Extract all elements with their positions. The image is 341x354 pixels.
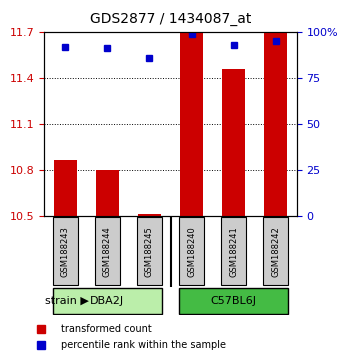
FancyBboxPatch shape [95,217,120,285]
Text: DBA2J: DBA2J [90,296,124,306]
Bar [222,69,245,216]
Text: percentile rank within the sample: percentile rank within the sample [61,340,226,350]
Text: C57BL6J: C57BL6J [211,296,256,306]
FancyBboxPatch shape [53,217,78,285]
FancyBboxPatch shape [221,217,246,285]
FancyBboxPatch shape [263,217,288,285]
Text: GSM188245: GSM188245 [145,227,154,277]
Text: GSM188240: GSM188240 [187,227,196,277]
FancyBboxPatch shape [179,288,288,314]
Text: GSM188242: GSM188242 [271,227,280,277]
Text: GSM188243: GSM188243 [61,227,70,278]
FancyBboxPatch shape [53,288,162,314]
Bar [180,32,203,216]
Text: strain ▶: strain ▶ [45,296,89,306]
Bar [264,32,287,216]
Bar [138,214,161,216]
Text: GSM188241: GSM188241 [229,227,238,277]
Bar [96,170,119,216]
FancyBboxPatch shape [137,217,162,285]
Text: transformed count: transformed count [61,324,152,334]
Text: GSM188244: GSM188244 [103,227,112,277]
FancyBboxPatch shape [179,217,204,285]
Bar [54,160,77,216]
Text: GDS2877 / 1434087_at: GDS2877 / 1434087_at [90,12,251,27]
